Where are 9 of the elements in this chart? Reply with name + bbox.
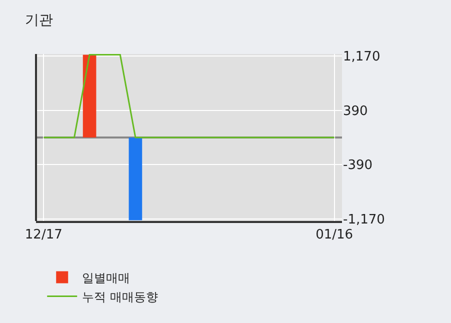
y-tick-label: 1,170 xyxy=(343,50,380,65)
chart-title: 기관 xyxy=(24,12,53,28)
x-tick-label: 12/17 xyxy=(24,228,62,243)
x-tick-label: 01/16 xyxy=(316,228,354,243)
legend-label: 일별매매 xyxy=(82,270,130,285)
y-tick-label: 390 xyxy=(343,104,368,119)
legend-label: 누적 매매동향 xyxy=(82,290,158,304)
y-tick-label: -1,170 xyxy=(343,212,385,228)
y-tick-label: -390 xyxy=(343,158,373,174)
